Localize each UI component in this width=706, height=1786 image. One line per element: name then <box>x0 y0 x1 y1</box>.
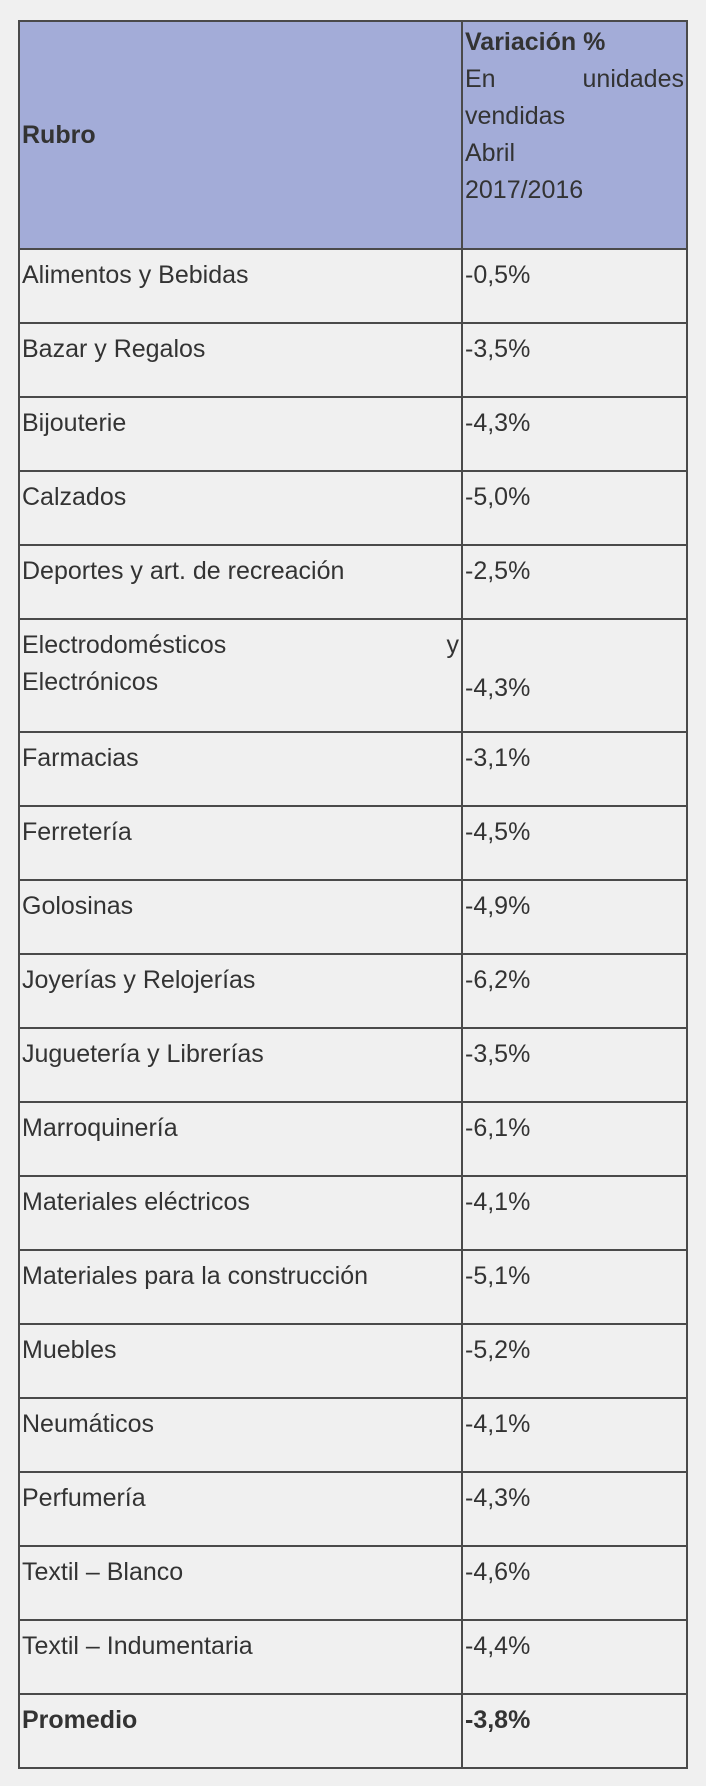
rubro-cell: Ferretería <box>18 805 463 881</box>
rubro-cell: Textil – Blanco <box>18 1545 463 1621</box>
table-row: Juguetería y Librerías -3,5% <box>18 1027 688 1103</box>
total-value: -3,8% <box>461 1693 688 1769</box>
table-row: Textil – Blanco -4,6% <box>18 1545 688 1621</box>
header-row: Rubro Variación % En unidades vendidas A… <box>18 20 688 250</box>
header-variacion-line2: vendidas <box>465 102 566 130</box>
variation-table: Rubro Variación % En unidades vendidas A… <box>18 20 688 1769</box>
valor-cell: -4,1% <box>461 1397 688 1473</box>
header-variacion-line4: 2017/2016 <box>465 176 584 204</box>
valor-cell: -6,1% <box>461 1101 688 1177</box>
rubro-cell: Materiales para la construcción <box>18 1249 463 1325</box>
rubro-cell: Deportes y art. de recreación <box>18 544 463 620</box>
table-row: Electrodomésticos y Electrónicos -4,3% <box>18 618 688 733</box>
valor-cell: -6,2% <box>461 953 688 1029</box>
valor-cell: -4,5% <box>461 805 688 881</box>
valor-cell: -4,6% <box>461 1545 688 1621</box>
rubro-cell: Bijouterie <box>18 396 463 472</box>
rubro-cell: Perfumería <box>18 1471 463 1547</box>
table-row: Materiales eléctricos -4,1% <box>18 1175 688 1251</box>
variation-table-container: Rubro Variación % En unidades vendidas A… <box>18 20 688 1769</box>
rubro-cell: Marroquinería <box>18 1101 463 1177</box>
valor-cell: -3,5% <box>461 1027 688 1103</box>
table-row: Marroquinería -6,1% <box>18 1101 688 1177</box>
header-variacion-title: Variación % <box>465 28 606 56</box>
rubro-cell: Juguetería y Librerías <box>18 1027 463 1103</box>
valor-cell: -4,3% <box>461 1471 688 1547</box>
valor-cell: -3,1% <box>461 731 688 807</box>
valor-cell: -0,5% <box>461 248 688 324</box>
table-row: Farmacias -3,1% <box>18 731 688 807</box>
rubro-cell: Electrodomésticos y Electrónicos <box>18 618 463 733</box>
rubro-cell: Muebles <box>18 1323 463 1399</box>
table-row: Materiales para la construcción -5,1% <box>18 1249 688 1325</box>
table-row: Muebles -5,2% <box>18 1323 688 1399</box>
table-row: Bijouterie -4,3% <box>18 396 688 472</box>
table-row: Perfumería -4,3% <box>18 1471 688 1547</box>
valor-cell: -5,2% <box>461 1323 688 1399</box>
header-variacion-line1: En unidades <box>465 65 684 93</box>
valor-cell: -4,1% <box>461 1175 688 1251</box>
valor-cell: -5,0% <box>461 470 688 546</box>
valor-cell: -4,3% <box>461 618 688 733</box>
header-variacion: Variación % En unidades vendidas Abril 2… <box>461 20 688 250</box>
table-row: Deportes y art. de recreación -2,5% <box>18 544 688 620</box>
valor-cell: -4,3% <box>461 396 688 472</box>
rubro-cell: Joyerías y Relojerías <box>18 953 463 1029</box>
rubro-cell: Textil – Indumentaria <box>18 1619 463 1695</box>
rubro-cell: Alimentos y Bebidas <box>18 248 463 324</box>
valor-cell: -5,1% <box>461 1249 688 1325</box>
table-row: Ferretería -4,5% <box>18 805 688 881</box>
rubro-cell: Calzados <box>18 470 463 546</box>
valor-cell: -4,9% <box>461 879 688 955</box>
valor-cell: -3,5% <box>461 322 688 398</box>
rubro-cell: Bazar y Regalos <box>18 322 463 398</box>
table-row: Alimentos y Bebidas -0,5% <box>18 248 688 324</box>
header-rubro: Rubro <box>18 20 463 250</box>
table-row: Neumáticos -4,1% <box>18 1397 688 1473</box>
rubro-cell: Farmacias <box>18 731 463 807</box>
rubro-cell: Neumáticos <box>18 1397 463 1473</box>
header-variacion-line3: Abril <box>465 139 516 167</box>
rubro-cell: Materiales eléctricos <box>18 1175 463 1251</box>
table-row: Bazar y Regalos -3,5% <box>18 322 688 398</box>
table-row: Calzados -5,0% <box>18 470 688 546</box>
total-label: Promedio <box>18 1693 463 1769</box>
valor-cell: -4,4% <box>461 1619 688 1695</box>
table-row: Joyerías y Relojerías -6,2% <box>18 953 688 1029</box>
total-row: Promedio -3,8% <box>18 1693 688 1769</box>
valor-cell: -2,5% <box>461 544 688 620</box>
table-row: Textil – Indumentaria -4,4% <box>18 1619 688 1695</box>
rubro-cell: Golosinas <box>18 879 463 955</box>
table-row: Golosinas -4,9% <box>18 879 688 955</box>
